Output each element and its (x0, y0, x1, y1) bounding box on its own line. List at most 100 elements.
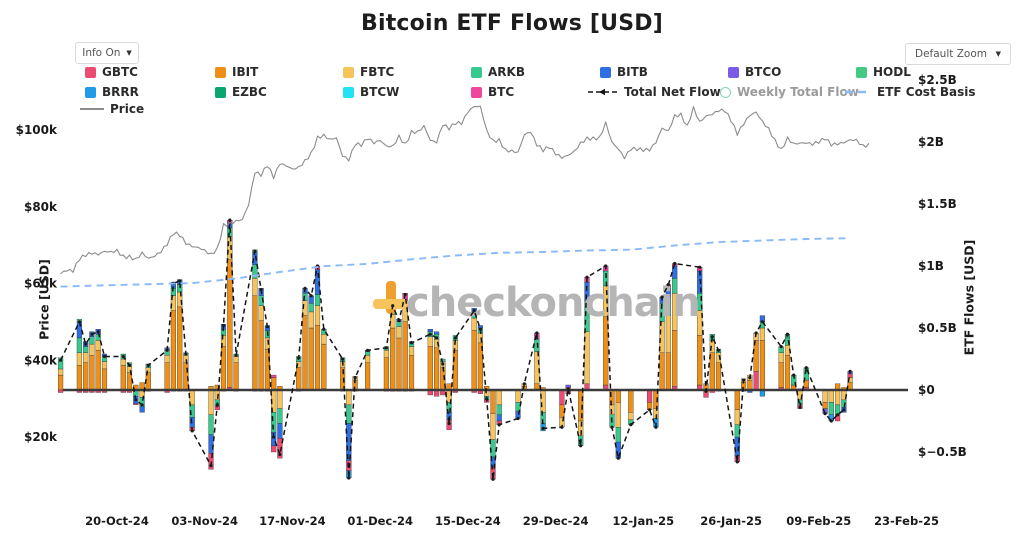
bar-segment-ibit (271, 377, 277, 391)
net-flow-marker (102, 354, 107, 359)
bar-segment-fbtc (427, 336, 433, 347)
bar-segment-fbtc (383, 350, 389, 358)
bar-segment-fbtc (734, 409, 740, 425)
bar-segment-ibit (709, 352, 715, 391)
legend-item-btco[interactable]: BTCO (728, 65, 781, 79)
x-tick-label: 20-Oct-24 (85, 514, 149, 528)
legend-item-etf-cost-basis[interactable]: ETF Cost Basis (845, 85, 976, 99)
net-flow-marker (259, 288, 263, 292)
x-tick-label: 15-Dec-24 (435, 514, 501, 528)
info-on-dropdown[interactable]: Info On ▼ (75, 42, 139, 64)
legend-item-brrr[interactable]: BRRR (85, 85, 139, 99)
bar-segment-fbtc (835, 389, 841, 406)
total-net-flow-line (59, 219, 851, 481)
bar-segment-ibit (76, 365, 82, 391)
net-flow-marker (428, 332, 432, 336)
bar-segment-arkb (396, 321, 402, 327)
bar-segment-ibit (659, 352, 665, 391)
bar-segment-ibit (365, 362, 371, 391)
legend-item-arkb[interactable]: ARKB (471, 65, 525, 79)
net-flow-marker (435, 336, 439, 340)
net-flow-marker (491, 477, 495, 481)
net-flow-marker (127, 363, 132, 367)
bar-segment-fbtc (76, 352, 82, 366)
bar-segment-fbtc (615, 402, 621, 428)
net-flow-dash-arrow-icon (588, 88, 618, 96)
net-flow-marker (384, 346, 388, 350)
net-flow-marker (604, 264, 608, 268)
net-flow-marker (391, 304, 395, 308)
bar-segment-bitb (277, 423, 283, 439)
legend-item-ezbc[interactable]: EZBC (215, 85, 267, 99)
bar-segment-ibit (628, 389, 634, 413)
net-flow-marker (178, 279, 182, 283)
y-right-tick-label: $2B (918, 135, 944, 149)
legend-item-price[interactable]: Price (80, 102, 144, 116)
legend-item-hodl[interactable]: HODL (856, 65, 911, 79)
net-flow-marker (836, 413, 840, 417)
bar-segment-arkb (308, 303, 314, 313)
legend-item-bitb[interactable]: BITB (600, 65, 648, 79)
bar-segment-ibit (784, 355, 791, 391)
bar-segment-fbtc (258, 305, 264, 321)
bar-segment-ibit (471, 330, 477, 391)
bar-segment-fbtc (534, 351, 540, 384)
bar-segment-ibit (665, 352, 671, 391)
page-title: Bitcoin ETF Flows [USD] (360, 11, 663, 36)
net-flow-marker (403, 292, 407, 297)
bar-segment-ibit (296, 367, 302, 391)
net-flow-marker (485, 397, 489, 401)
bar-segment-fbtc (778, 352, 784, 363)
bar-segment-fbtc (314, 305, 321, 326)
legend-swatch-icon (471, 86, 482, 98)
default-zoom-label: Default Zoom (915, 48, 987, 60)
bar-segment-ibit (715, 362, 722, 391)
net-flow-marker (785, 332, 790, 336)
net-flow-marker (792, 373, 796, 377)
bar-segment-ibit (402, 321, 408, 391)
legend-item-fbtc[interactable]: FBTC (343, 65, 394, 79)
net-flow-marker (353, 376, 357, 380)
net-flow-marker (447, 421, 451, 426)
legend-swatch-icon (471, 66, 482, 78)
x-tick-label: 29-Dec-24 (523, 514, 589, 528)
net-flow-marker (698, 265, 702, 269)
net-flow-marker (228, 218, 232, 222)
bar-segment-fbtc (828, 389, 834, 403)
default-zoom-dropdown[interactable]: Default Zoom ▼ (905, 43, 1011, 65)
bar-segment-fbtc (120, 358, 126, 366)
bar-segment-fbtc (208, 389, 214, 415)
weekly-flow-circle-icon (720, 86, 731, 98)
legend-item-btc[interactable]: BTC (471, 85, 514, 99)
bar-segment-gbtc (847, 373, 853, 378)
net-flow-marker (472, 309, 476, 313)
bar-segment-fbtc (822, 389, 828, 403)
legend-label: BTC (488, 85, 515, 99)
watermark-text: checkonchain (406, 280, 700, 326)
net-flow-marker (579, 444, 583, 448)
net-flow-marker (560, 425, 564, 429)
net-flow-marker (341, 357, 345, 361)
bar-segment-ibit (258, 320, 264, 391)
bar-segment-arkb (76, 337, 82, 353)
net-flow-marker (297, 356, 301, 360)
legend-item-gbtc[interactable]: GBTC (85, 65, 138, 79)
legend-item-ibit[interactable]: IBIT (215, 65, 258, 79)
legend-swatch-icon (600, 66, 611, 78)
y-left-tick-label: $20k (24, 430, 58, 444)
bar-segment-bitb (496, 414, 502, 422)
x-tick-label: 09-Feb-25 (786, 514, 851, 528)
legend-item-total-net-flow[interactable]: Total Net Flow (588, 85, 721, 99)
bar-segment-arkb (83, 346, 89, 353)
legend-item-weekly-total-flow[interactable]: Weekly Total Flow (720, 85, 859, 99)
net-flow-marker (754, 331, 758, 335)
net-flow-marker (779, 345, 783, 349)
legend-label: BTCO (745, 65, 782, 79)
bar-segment-arkb (365, 351, 371, 356)
x-tick-label: 26-Jan-25 (700, 514, 762, 528)
legend-item-btcw[interactable]: BTCW (343, 85, 399, 99)
price-line (60, 105, 870, 275)
legend-label: GBTC (102, 65, 138, 79)
